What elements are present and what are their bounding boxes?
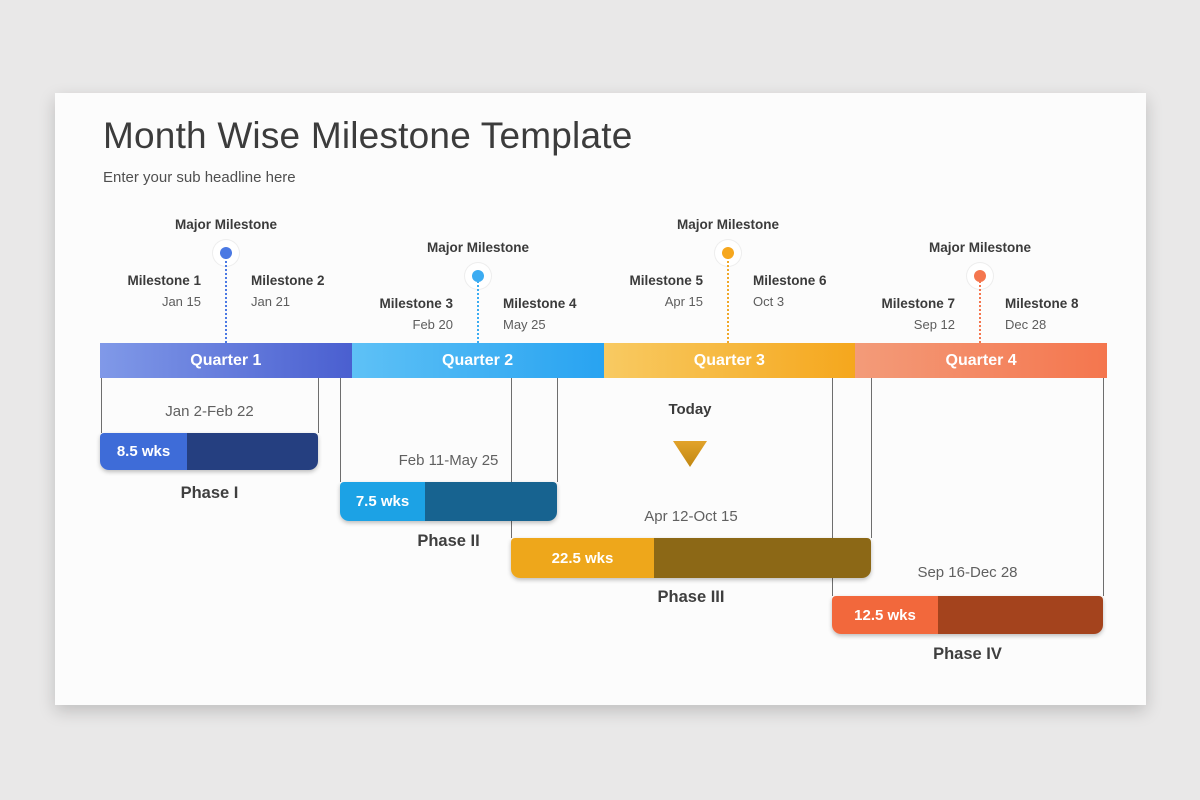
milestone-name: Milestone 5	[629, 273, 703, 288]
today-label: Today	[668, 401, 712, 418]
milestone-name: Milestone 4	[503, 296, 577, 311]
quarter-segment-4: Quarter 4	[855, 343, 1107, 378]
bracket-line-phase2-left	[340, 378, 341, 482]
milestone-date: Sep 12	[913, 317, 955, 332]
milestone-name: Milestone 8	[1005, 296, 1079, 311]
bracket-line-phase4-right	[1103, 378, 1104, 596]
milestone-date: Jan 15	[161, 294, 201, 309]
milestone-name: Milestone 3	[379, 296, 453, 311]
milestone-item: Milestone 1 Jan 15	[76, 273, 201, 309]
phase-label: Phase II	[417, 532, 480, 550]
quarter-segment-1: Quarter 1	[100, 343, 352, 378]
milestone-group-q3: Major Milestone Milestone 5 Apr 15 Miles…	[578, 93, 878, 343]
milestone-marker-dot	[722, 247, 734, 259]
milestone-date: Dec 28	[1005, 317, 1047, 332]
milestone-name: Milestone 7	[881, 296, 955, 311]
milestone-item: Milestone 3 Feb 20	[328, 296, 453, 332]
milestone-marker-dot	[220, 247, 232, 259]
bracket-line-phase1-right	[318, 378, 319, 433]
major-milestone-label: Major Milestone	[928, 240, 1031, 255]
milestone-marker-dot	[472, 270, 484, 282]
milestone-name: Milestone 6	[753, 273, 827, 288]
phase-bar-3: 22.5 wks	[511, 538, 871, 578]
milestone-group-q4: Major Milestone Milestone 7 Sep 12 Miles…	[830, 93, 1130, 343]
bracket-line-phase2-right	[557, 378, 558, 482]
milestone-dashed-line	[979, 276, 981, 343]
milestone-date: Apr 15	[664, 294, 703, 309]
milestone-date: Feb 20	[412, 317, 453, 332]
bracket-line-phase3-left	[511, 378, 512, 538]
phase-duration-segment: 8.5 wks	[100, 433, 187, 470]
milestone-item: Milestone 6 Oct 3	[753, 273, 878, 309]
phase-duration-segment: 12.5 wks	[832, 596, 938, 634]
milestone-date: Oct 3	[753, 294, 785, 309]
quarter-label: Quarter 2	[442, 351, 514, 369]
milestone-item: Milestone 7 Sep 12	[830, 296, 955, 332]
phase-label: Phase I	[180, 484, 239, 502]
milestone-dashed-line	[727, 253, 729, 343]
phase-remainder-segment	[187, 433, 318, 470]
phase-duration-badge: 7.5 wks	[355, 493, 410, 510]
phase-duration-segment: 7.5 wks	[340, 482, 425, 521]
phase-label: Phase IV	[933, 645, 1002, 663]
phase-date-range: Apr 12-Oct 15	[644, 508, 738, 525]
bracket-line-phase1-left	[101, 378, 102, 433]
phase-duration-badge: 12.5 wks	[854, 606, 916, 624]
slide-card: Month Wise Milestone Template Enter your…	[55, 93, 1146, 705]
milestone-dashed-line	[477, 276, 479, 343]
milestone-item: Milestone 8 Dec 28	[1005, 296, 1130, 332]
milestone-marker-dot	[974, 270, 986, 282]
quarter-bar-row: Quarter 1 Quarter 2 Quarter 3 Quarter 4	[100, 343, 1107, 378]
milestone-item: Milestone 5 Apr 15	[578, 273, 703, 309]
phase-bar-2: 7.5 wks	[340, 482, 557, 521]
phase-duration-badge: 22.5 wks	[551, 549, 614, 567]
milestone-item: Milestone 4 May 25	[503, 296, 628, 332]
today-arrow-icon	[673, 441, 707, 467]
page-subtitle: Enter your sub headline here	[103, 169, 296, 186]
bracket-line-phase3-right	[871, 378, 872, 538]
milestone-date: Jan 21	[251, 294, 291, 309]
milestone-item: Milestone 2 Jan 21	[251, 273, 376, 309]
page-title: Month Wise Milestone Template	[103, 115, 633, 156]
phase-bar-1: 8.5 wks	[100, 433, 318, 470]
phase-date-range: Sep 16-Dec 28	[917, 564, 1018, 581]
phase-date-range: Feb 11-May 25	[398, 452, 499, 469]
phase-duration-badge: 8.5 wks	[116, 443, 171, 460]
phase-date-range: Jan 2-Feb 22	[165, 403, 254, 420]
quarter-segment-2: Quarter 2	[351, 343, 604, 378]
milestone-date: May 25	[503, 317, 546, 332]
milestone-name: Milestone 1	[127, 273, 201, 288]
bracket-line-phase4-left	[832, 378, 833, 596]
milestone-dashed-line	[225, 253, 227, 343]
quarter-segment-3: Quarter 3	[603, 343, 856, 378]
phase-remainder-segment	[938, 596, 1103, 634]
major-milestone-label: Major Milestone	[426, 240, 529, 255]
major-milestone-label: Major Milestone	[676, 217, 779, 232]
phase-duration-segment: 22.5 wks	[511, 538, 654, 578]
milestone-name: Milestone 2	[251, 273, 325, 288]
quarter-label: Quarter 3	[693, 351, 765, 369]
quarter-label: Quarter 1	[190, 351, 262, 369]
milestone-group-q2: Major Milestone Milestone 3 Feb 20 Miles…	[328, 93, 628, 343]
major-milestone-label: Major Milestone	[174, 217, 277, 232]
phase-remainder-segment	[425, 482, 557, 521]
milestone-group-q1: Major Milestone Milestone 1 Jan 15 Miles…	[76, 93, 376, 343]
quarter-label: Quarter 4	[945, 351, 1017, 369]
phase-label: Phase III	[657, 588, 725, 606]
phase-remainder-segment	[654, 538, 871, 578]
phase-bar-4: 12.5 wks	[832, 596, 1103, 634]
